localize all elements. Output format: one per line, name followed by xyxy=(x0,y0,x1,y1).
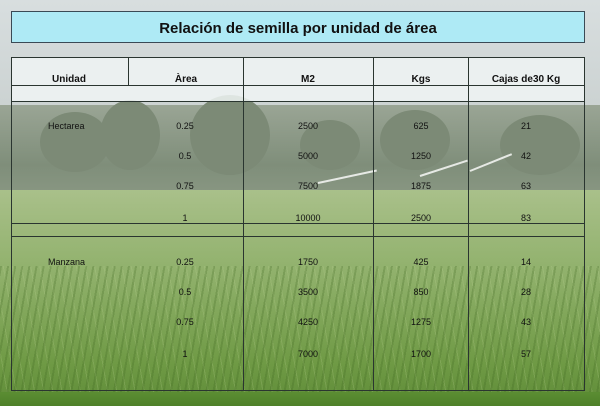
table-cell-kgs: 1250 xyxy=(410,151,432,161)
column-header: Unidad xyxy=(52,74,86,85)
table-cell-m2: 2500 xyxy=(297,121,319,131)
table-cell-area: 0.75 xyxy=(176,181,194,191)
title-banner: Relación de semilla por unidad de área xyxy=(11,11,585,43)
table-cell-kgs: 625 xyxy=(413,121,429,131)
table-rule xyxy=(11,223,585,224)
unit-label: Hectarea xyxy=(48,121,85,131)
table-cell-area: 0.5 xyxy=(178,151,192,161)
table-cell-m2: 4250 xyxy=(297,317,319,327)
table-cell-kgs: 1275 xyxy=(410,317,432,327)
table-cell-area: 0.25 xyxy=(176,257,194,267)
table-cell-cajas: 14 xyxy=(520,257,531,267)
table-cell-kgs: 2500 xyxy=(410,213,432,223)
table-cell-m2: 7000 xyxy=(297,349,319,359)
table-cell-kgs: 850 xyxy=(413,287,429,297)
unit-label: Manzana xyxy=(48,257,86,267)
table-cell-kgs: 1700 xyxy=(410,349,432,359)
column-header: M2 xyxy=(301,74,315,85)
table-column-divider xyxy=(11,57,12,391)
column-header: Cajas de30 Kg xyxy=(491,74,561,85)
page-title: Relación de semilla por unidad de área xyxy=(159,19,437,37)
table-cell-m2: 1750 xyxy=(297,257,319,267)
table-cell-cajas: 21 xyxy=(520,121,531,131)
table-cell-kgs: 425 xyxy=(413,257,429,267)
table-column-divider xyxy=(243,57,244,391)
table-rule xyxy=(11,390,585,391)
table-rule xyxy=(11,101,585,102)
table-cell-m2: 3500 xyxy=(297,287,319,297)
table-cell-area: 1 xyxy=(182,349,188,359)
table-cell-cajas: 57 xyxy=(520,349,531,359)
table-cell-m2: 7500 xyxy=(297,181,319,191)
table-column-divider xyxy=(468,57,469,391)
table-rule xyxy=(11,85,585,86)
table-cell-area: 0.25 xyxy=(176,121,194,131)
table-cell-area: 0.5 xyxy=(178,287,192,297)
table-column-divider xyxy=(584,57,585,391)
table-cell-kgs: 1875 xyxy=(410,181,432,191)
table-cell-cajas: 63 xyxy=(520,181,531,191)
column-header: Kgs xyxy=(411,74,431,85)
table-column-divider xyxy=(373,57,374,391)
column-header: Àrea xyxy=(174,74,198,85)
table-cell-m2: 5000 xyxy=(297,151,319,161)
table-rule xyxy=(11,57,585,58)
table-rule xyxy=(11,236,585,237)
table-cell-cajas: 42 xyxy=(520,151,531,161)
table-cell-cajas: 28 xyxy=(520,287,531,297)
table-cell-area: 0.75 xyxy=(176,317,194,327)
table-cell-area: 1 xyxy=(182,213,188,223)
table-cell-m2: 10000 xyxy=(295,213,321,223)
table-cell-cajas: 43 xyxy=(520,317,531,327)
table-header-row xyxy=(11,57,585,102)
seed-ratio-table: Unidad Àrea M2 Kgs Cajas de30 Kg Hectarea 0.25… xyxy=(11,57,585,391)
table-cell-cajas: 83 xyxy=(520,213,531,223)
table-header-divider xyxy=(128,57,129,85)
